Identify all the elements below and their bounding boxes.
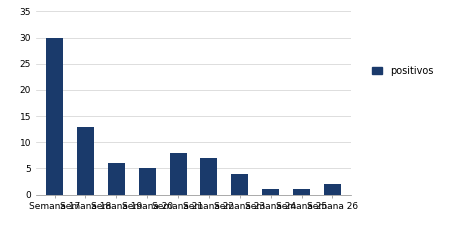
Bar	[139, 169, 156, 195]
Bar	[231, 174, 248, 195]
Bar	[200, 158, 217, 195]
Bar	[170, 153, 187, 195]
Bar	[262, 189, 279, 195]
Bar	[293, 189, 310, 195]
Bar	[324, 184, 341, 195]
Legend: positivos: positivos	[369, 62, 437, 80]
Bar	[46, 38, 63, 195]
Bar	[108, 163, 125, 195]
Bar	[77, 127, 94, 195]
